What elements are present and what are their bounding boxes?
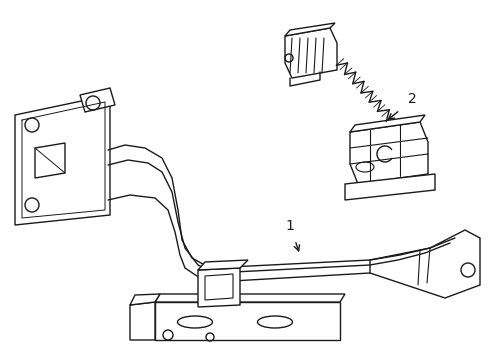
- Text: 2: 2: [407, 92, 416, 106]
- Polygon shape: [349, 115, 424, 132]
- Polygon shape: [130, 294, 160, 305]
- Polygon shape: [35, 143, 65, 178]
- Polygon shape: [198, 260, 247, 270]
- Polygon shape: [155, 302, 339, 340]
- Polygon shape: [155, 294, 345, 302]
- Polygon shape: [285, 23, 334, 36]
- Polygon shape: [204, 274, 232, 300]
- Polygon shape: [285, 28, 336, 78]
- Polygon shape: [198, 268, 240, 307]
- Polygon shape: [15, 95, 110, 225]
- Polygon shape: [369, 230, 479, 298]
- Text: 1: 1: [285, 219, 294, 233]
- Polygon shape: [80, 88, 115, 112]
- Polygon shape: [349, 122, 427, 184]
- Polygon shape: [130, 302, 155, 340]
- Polygon shape: [345, 174, 434, 200]
